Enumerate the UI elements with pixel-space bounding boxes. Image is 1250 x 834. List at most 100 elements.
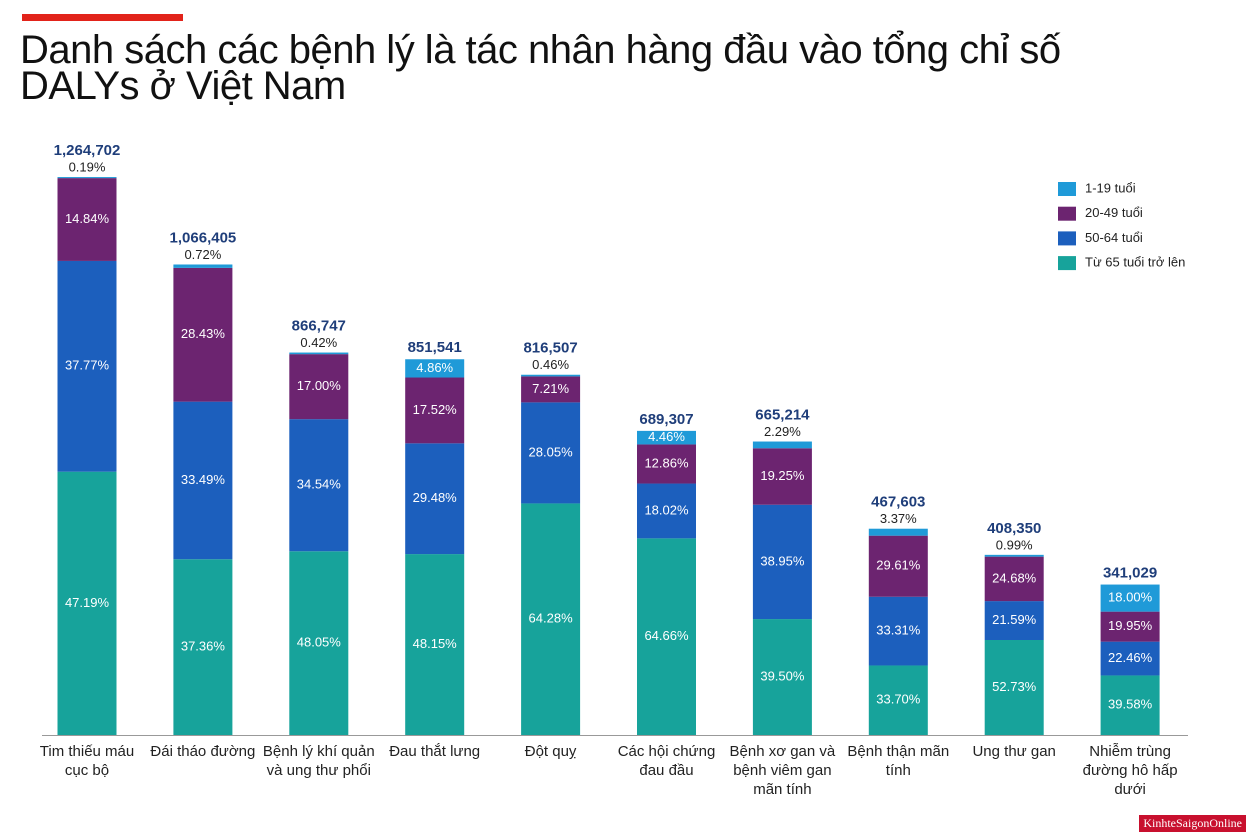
- bar-segment: [984, 639, 1044, 735]
- legend-label: 1-19 tuổi: [1085, 180, 1136, 195]
- bar-segment: [521, 376, 581, 403]
- bar-segment: [868, 528, 928, 536]
- legend-label: 50-64 tuổi: [1085, 230, 1143, 245]
- category-label: Đau thắt lưng: [389, 743, 481, 760]
- bar-segment: [637, 538, 696, 735]
- segment-label: 64.66%: [644, 628, 689, 643]
- segment-label: 39.50%: [760, 668, 805, 683]
- total-label: 467,603: [871, 494, 925, 511]
- source-logo: KinhteSaigonOnline: [1139, 815, 1246, 832]
- bar-segment: [1100, 675, 1160, 735]
- bar-segment: [637, 444, 696, 484]
- category-label: Bệnh xơ gan và bệnh viêm gan mãn tính: [729, 743, 836, 798]
- segment-label: 0.72%: [184, 247, 221, 262]
- bar-segment: [752, 619, 812, 735]
- bar-segment: [1100, 641, 1160, 676]
- segment-label: 0.42%: [300, 335, 337, 350]
- total-label: 866,747: [292, 318, 346, 335]
- segment-label: 0.46%: [532, 357, 569, 372]
- bar-segment: [57, 260, 117, 472]
- bar-segment: [289, 352, 349, 355]
- bar-segment: [637, 483, 696, 539]
- segment-label: 33.70%: [876, 692, 921, 707]
- segment-label: 4.86%: [416, 360, 453, 375]
- segment-label: 21.59%: [992, 612, 1037, 627]
- bar-segment: [868, 665, 928, 735]
- segment-label: 47.19%: [65, 595, 110, 610]
- category-label: Tim thiếu máu cục bộ: [39, 743, 135, 779]
- segment-label: 3.37%: [880, 511, 917, 526]
- segment-label: 29.48%: [413, 490, 458, 505]
- segment-label: 28.43%: [181, 326, 226, 341]
- segment-label: 18.02%: [644, 502, 689, 517]
- bar-segment: [984, 556, 1044, 602]
- segment-label: 12.86%: [644, 455, 689, 470]
- bar-segment: [405, 377, 465, 444]
- bar-segment: [868, 535, 928, 597]
- bar-segment: [173, 267, 233, 402]
- segment-label: 38.95%: [760, 553, 805, 568]
- segment-label: 24.68%: [992, 570, 1037, 585]
- segment-label: 29.61%: [876, 558, 921, 573]
- segment-label: 2.29%: [764, 424, 801, 439]
- segment-label: 34.54%: [297, 477, 342, 492]
- segment-label: 0.99%: [996, 537, 1033, 552]
- segment-label: 48.15%: [413, 636, 458, 651]
- bar-segment: [289, 551, 349, 735]
- segment-label: 33.49%: [181, 472, 226, 487]
- bar-segment: [289, 354, 349, 420]
- chart-title: Danh sách các bệnh lý là tác nhân hàng đ…: [20, 28, 1061, 108]
- segment-label: 0.19%: [69, 159, 106, 174]
- total-label: 851,541: [408, 339, 462, 356]
- bar-segment: [173, 559, 233, 735]
- total-label: 341,029: [1103, 565, 1157, 582]
- segment-label: 7.21%: [532, 381, 569, 396]
- bar-segment: [405, 554, 465, 735]
- category-label: Bệnh thận mãn tính: [847, 743, 950, 779]
- segment-label: 19.25%: [760, 468, 805, 483]
- category-label: Nhiễm trùng đường hô hấp dưới: [1082, 743, 1178, 798]
- legend-swatch: [1058, 206, 1076, 221]
- segment-label: 37.36%: [181, 639, 226, 654]
- category-label: Bệnh lý khí quản và ung thư phổi: [262, 743, 375, 779]
- bar-segment: [57, 178, 117, 261]
- segment-label: 64.28%: [529, 611, 574, 626]
- bar-segment: [984, 554, 1044, 557]
- segment-label: 4.46%: [648, 429, 685, 444]
- segment-label: 33.31%: [876, 623, 921, 638]
- segment-label: 37.77%: [65, 358, 110, 373]
- total-label: 816,507: [523, 340, 577, 357]
- segment-label: 19.95%: [1108, 618, 1153, 633]
- bar-segment: [405, 359, 465, 378]
- accent-bar: [22, 14, 183, 21]
- segment-label: 28.05%: [529, 444, 574, 459]
- bar-segment: [868, 596, 928, 666]
- category-label: Đột quỵ: [524, 743, 577, 760]
- segment-label: 52.73%: [992, 679, 1037, 694]
- segment-label: 48.05%: [297, 635, 342, 650]
- segment-label: 17.52%: [413, 402, 458, 417]
- bar-segment: [57, 177, 117, 179]
- bar-segment: [984, 601, 1044, 640]
- bar-segment: [752, 448, 812, 505]
- bar-segment: [637, 430, 696, 445]
- bar-segment: [521, 503, 581, 735]
- total-label: 689,307: [639, 411, 693, 428]
- legend-label: 20-49 tuổi: [1085, 205, 1143, 220]
- category-label: Ung thư gan: [972, 743, 1056, 760]
- bar-segment: [405, 443, 465, 555]
- category-label: Đái tháo đường: [150, 743, 256, 760]
- legend-swatch: [1058, 231, 1076, 246]
- bar-segment: [1100, 584, 1160, 612]
- bar-segment: [57, 471, 117, 735]
- total-label: 408,350: [987, 520, 1041, 537]
- segment-label: 14.84%: [65, 211, 110, 226]
- bar-segment: [1100, 611, 1160, 642]
- total-label: 1,264,702: [54, 142, 121, 159]
- bar-segment: [521, 402, 581, 504]
- legend-label: Từ 65 tuổi trở lên: [1085, 255, 1185, 270]
- legend-swatch: [1058, 256, 1076, 271]
- bar-segment: [289, 419, 349, 552]
